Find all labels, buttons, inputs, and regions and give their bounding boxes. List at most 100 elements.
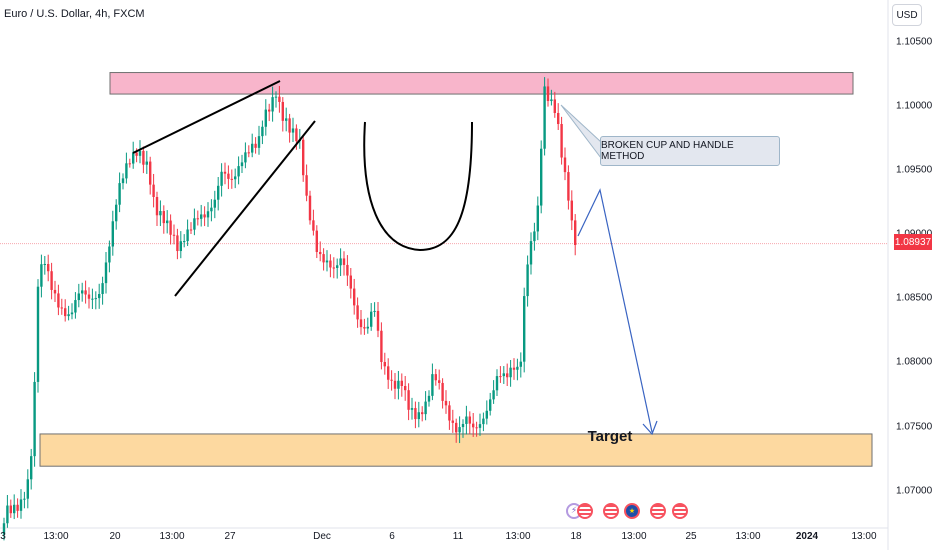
candle-body <box>210 207 213 212</box>
candle-body <box>285 118 288 121</box>
candle-body <box>179 241 182 252</box>
lower-trendline <box>174 120 316 297</box>
candle-body <box>319 251 322 255</box>
candle-body <box>387 366 390 380</box>
candle-body <box>404 385 407 391</box>
candle-body <box>108 246 111 263</box>
candle-body <box>325 260 329 263</box>
candle-body <box>33 381 36 457</box>
candle-body <box>349 275 352 289</box>
candle-body <box>291 128 295 133</box>
candle-body <box>495 376 499 391</box>
target-label: Target <box>587 428 633 445</box>
time-axis-label: 13:00 <box>505 531 531 542</box>
flag-eu-icon[interactable]: ★ <box>624 503 640 519</box>
candle-body <box>125 163 128 179</box>
candle-body <box>533 231 536 242</box>
candle-body <box>441 382 444 401</box>
candle-body <box>74 300 77 313</box>
candle-body <box>104 262 108 284</box>
time-axis-label: 20 <box>109 531 121 542</box>
flag-us-icon[interactable] <box>650 503 666 519</box>
candle-body <box>308 195 312 221</box>
candle-body <box>155 196 159 216</box>
candle-body <box>455 422 458 433</box>
time-axis-label: 13:00 <box>735 531 761 542</box>
candle-body <box>431 374 434 396</box>
candle-body <box>376 310 380 331</box>
candle-body <box>84 290 87 295</box>
price-axis-label: 1.07000 <box>896 485 932 497</box>
candle-body <box>567 172 570 201</box>
candle-body <box>342 258 346 265</box>
candle-body <box>512 367 516 370</box>
candle-body <box>57 293 60 308</box>
flag-us-icon[interactable] <box>577 503 593 519</box>
candle-body <box>353 288 356 306</box>
candle-body <box>111 221 114 247</box>
candle-body <box>43 263 46 265</box>
price-axis-label: 1.10500 <box>896 36 932 48</box>
candle-body <box>94 298 97 300</box>
candle-body <box>550 99 553 102</box>
candle-body <box>451 420 454 423</box>
candle-body <box>132 152 135 164</box>
candle-body <box>23 498 26 500</box>
candle-body <box>261 126 264 137</box>
currency-button[interactable]: USD <box>892 4 922 26</box>
flag-us-icon[interactable] <box>672 503 688 519</box>
candle-body <box>359 319 363 328</box>
candle-body <box>244 152 247 163</box>
candle-body <box>251 143 254 153</box>
current-price-badge: 1.08937 <box>894 234 932 250</box>
candle-body <box>489 399 492 411</box>
candle-body <box>166 220 169 224</box>
candle-body <box>516 366 519 370</box>
candle-body <box>189 229 193 231</box>
candle-body <box>70 312 74 315</box>
time-axis-label: 3 <box>0 531 6 542</box>
candle-body <box>159 211 162 216</box>
candle-body <box>373 310 376 312</box>
candle-body <box>121 178 125 184</box>
candle-body <box>502 373 505 377</box>
candle-body <box>553 99 556 113</box>
candle-body <box>329 260 332 268</box>
candle-body <box>315 230 318 252</box>
time-axis-label-year: 2024 <box>795 531 819 542</box>
candle-body <box>478 424 482 428</box>
candle-body <box>458 427 461 433</box>
candle-body <box>16 504 19 511</box>
projection-arrow-head <box>642 420 658 436</box>
time-axis-label: 18 <box>570 531 582 542</box>
cup-drawing <box>363 121 473 252</box>
candle-body <box>438 380 441 383</box>
time-axis-label: 11 <box>452 531 464 542</box>
flag-us-icon[interactable] <box>603 503 619 519</box>
candle-body <box>30 456 33 480</box>
candle-body <box>87 294 91 299</box>
candle-body <box>288 118 291 133</box>
candle-body <box>9 505 12 514</box>
candle-body <box>427 395 431 402</box>
candle-body <box>346 264 349 276</box>
candle-body <box>356 305 359 320</box>
candle-body <box>417 412 420 420</box>
candle-body <box>465 416 468 424</box>
candle-body <box>543 86 546 149</box>
time-axis-label: 13:00 <box>621 531 647 542</box>
candle-body <box>53 289 57 294</box>
candle-body <box>145 161 148 165</box>
candle-body <box>363 327 366 329</box>
candle-body <box>254 143 257 148</box>
candle-body <box>410 408 414 410</box>
callout-box[interactable]: BROKEN CUP AND HANDLE METHOD <box>600 136 780 166</box>
candle-body <box>529 241 533 265</box>
candle-body <box>393 380 397 389</box>
candle-body <box>234 176 237 180</box>
candle-body <box>305 175 308 196</box>
candle-body <box>434 374 437 381</box>
candle-body <box>414 408 417 420</box>
candle-body <box>6 505 9 524</box>
